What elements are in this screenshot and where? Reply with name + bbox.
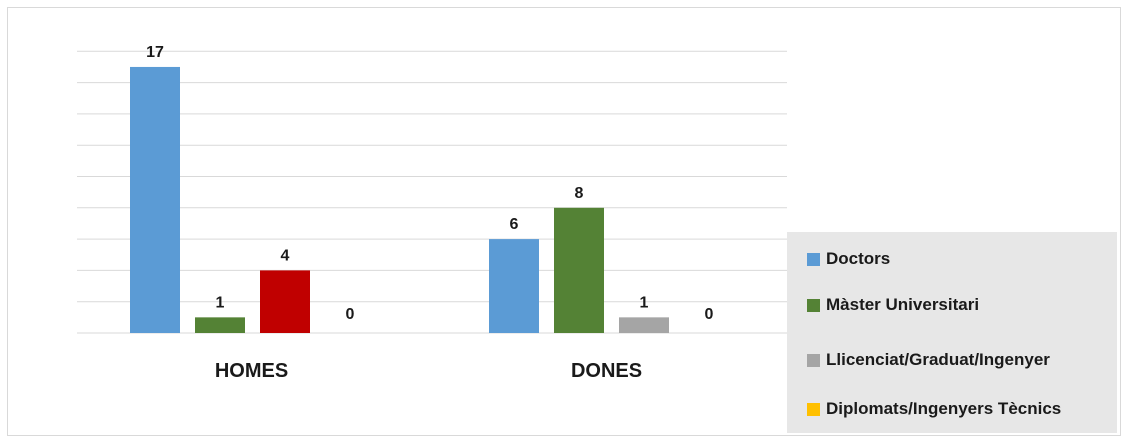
data-label: 0 [705, 306, 714, 323]
category-label: HOMES [215, 360, 288, 382]
legend-label-master: Màster Universitari [826, 295, 980, 314]
data-label: 0 [346, 306, 355, 323]
legend-item-doctors: Doctors [807, 249, 890, 269]
data-label: 8 [575, 185, 584, 202]
bar [195, 317, 245, 333]
legend-item-llicenciat: Llicenciat/Graduat/Ingenyer [807, 350, 1050, 370]
bar [489, 239, 539, 333]
bar [619, 317, 669, 333]
data-label: 17 [146, 44, 164, 61]
legend-label-diplomats: Diplomats/Ingenyers Tècnics [826, 399, 1062, 418]
legend-label-llicenciat: Llicenciat/Graduat/Ingenyer [826, 350, 1050, 369]
legend-swatch-master [807, 298, 820, 312]
legend-swatch-doctors [807, 252, 820, 266]
data-label: 4 [281, 247, 290, 264]
bar [554, 207, 604, 333]
legend-label-doctors: Doctors [826, 249, 891, 268]
bar [130, 66, 180, 333]
category-label: DONES [571, 360, 642, 382]
legend: Doctors Màster Universitari Llicenciat/G… [787, 232, 1117, 433]
data-label: 1 [216, 294, 225, 311]
bar [260, 270, 310, 333]
data-label: 1 [640, 294, 649, 311]
legend-swatch-llicenciat [807, 353, 820, 367]
legend-item-diplomats: Diplomats/Ingenyers Tècnics [807, 399, 1061, 419]
data-label: 6 [510, 216, 519, 233]
legend-swatch-diplomats [807, 402, 820, 416]
legend-item-master: Màster Universitari [807, 295, 979, 315]
